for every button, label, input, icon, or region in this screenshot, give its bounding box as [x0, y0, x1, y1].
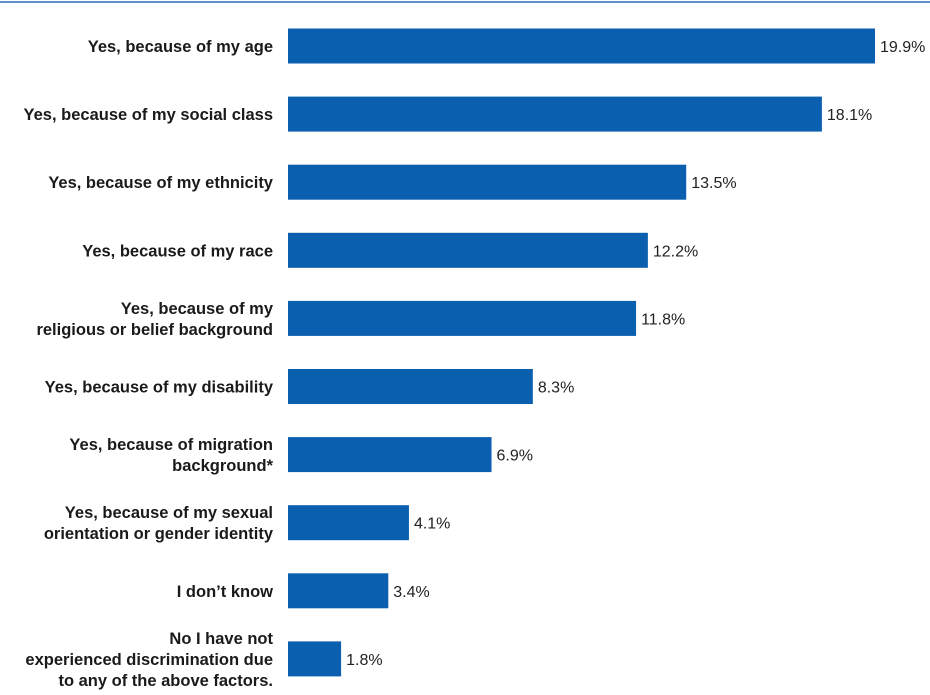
value-label: 6.9% [497, 448, 533, 465]
category-label-line: Yes, because of my race [82, 242, 273, 260]
category-label-line: Yes, because of my sexual [65, 504, 273, 522]
category-label-line: religious or belief background [36, 321, 273, 339]
category-label-line: I don’t know [177, 583, 273, 601]
value-label: 12.2% [653, 243, 698, 260]
category-label-line: Yes, because of my disability [45, 379, 274, 397]
value-label: 19.9% [880, 39, 925, 56]
category-label-line: background* [172, 457, 273, 475]
value-label: 11.8% [641, 311, 685, 328]
value-label: 4.1% [414, 516, 450, 533]
bar [288, 437, 492, 473]
value-label: 1.8% [346, 652, 382, 669]
bar [288, 573, 389, 609]
category-label-line: Yes, because of my [121, 300, 274, 318]
category-label-line: Yes, because of migration [69, 436, 273, 454]
category-label: Yes, because of my ethnicity [48, 174, 273, 192]
bar [288, 164, 687, 200]
category-label: Yes, because of my religious or belief ba… [36, 300, 273, 339]
value-label: 3.4% [393, 584, 429, 601]
bar [288, 300, 637, 336]
category-label-line: experienced discrimination due [25, 651, 273, 669]
value-label: 18.1% [827, 107, 872, 124]
category-label: Yes, because of migration background* [69, 436, 273, 475]
value-label: 13.5% [691, 175, 736, 192]
category-label: I don’t know [177, 583, 273, 601]
category-label-line: Yes, because of my ethnicity [48, 174, 273, 192]
category-label: No I have not experienced discrimination … [25, 630, 273, 690]
category-label-line: Yes, because of my age [88, 38, 273, 56]
bar [288, 505, 409, 541]
category-label: Yes, because of my race [82, 242, 273, 260]
bar [288, 96, 822, 132]
category-label-line: Yes, because of my social class [24, 106, 273, 124]
bar [288, 641, 342, 677]
bar [288, 28, 875, 64]
bar [288, 232, 648, 268]
category-label-line: to any of the above factors. [58, 672, 273, 690]
category-label: Yes, because of my disability [45, 379, 274, 397]
category-label-line: No I have not [169, 630, 273, 648]
bar [288, 369, 533, 404]
category-label-line: orientation or gender identity [44, 525, 274, 543]
category-label: Yes, because of my social class [24, 106, 273, 124]
category-label: Yes, because of my sexual orientation or … [44, 504, 274, 543]
value-label: 8.3% [538, 380, 574, 397]
category-label: Yes, because of my age [88, 38, 273, 56]
